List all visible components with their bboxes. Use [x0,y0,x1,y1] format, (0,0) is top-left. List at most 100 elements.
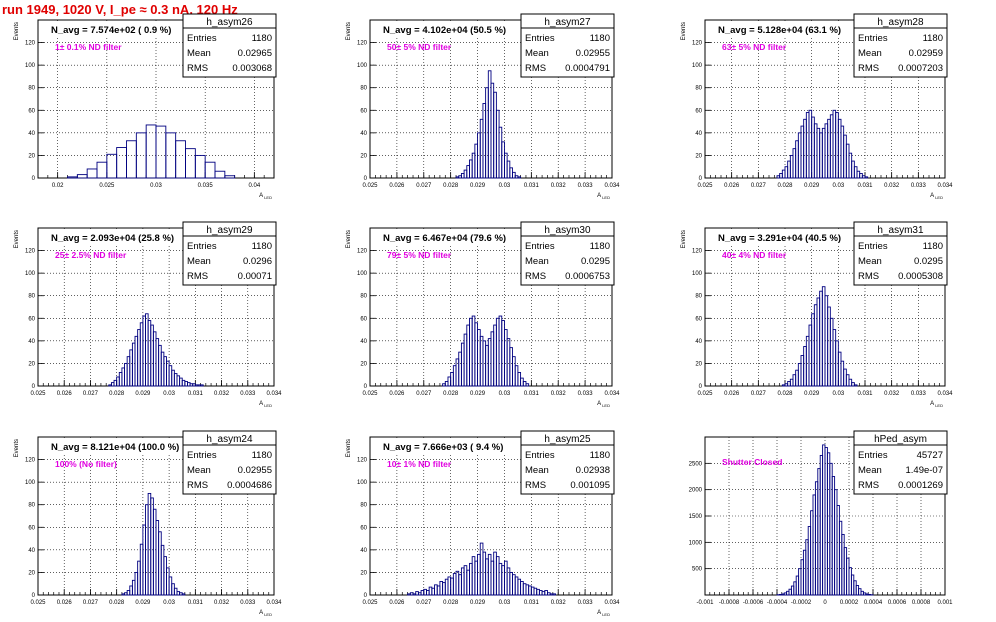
y-tick-label: 120 [357,458,368,464]
header-box [379,231,516,244]
x-tick-label: 0.0004 [864,600,883,606]
histogram-panel-h_asym26: 0.02 0.025 0.03 0.035 0.04 0 20 40 60 80 100 120 Eve… [14,13,277,200]
stats-value: 0.0001269 [898,480,943,491]
x-tick-label: 0.033 [240,391,256,397]
y-axis-label: Events [346,439,352,457]
y-tick-label: 20 [360,570,367,576]
y-tick-label: 120 [25,249,36,255]
y-tick-label: 60 [360,316,367,322]
y-tick-label: 40 [28,548,35,554]
x-tick-label: 0.031 [857,183,873,189]
y-tick-label: 80 [28,86,35,92]
stats-value: 0.02955 [576,48,610,59]
histogram-bin [200,384,204,387]
stats-value: 0.02965 [238,48,272,59]
x-tick-label: 0.03 [499,600,511,606]
y-tick-label: 0 [699,176,703,182]
y-tick-label: 80 [695,294,702,300]
x-axis-label: A LED [259,193,272,200]
stats-label: RMS [187,480,208,491]
y-tick-label: 20 [695,361,702,367]
y-tick-label: 0 [699,384,703,390]
stats-box [520,430,615,495]
y-tick-label: 120 [25,458,36,464]
x-tick-label: 0.03 [499,391,511,397]
stats-value: 0.02959 [909,48,943,59]
x-tick-label: 0.03 [163,391,175,397]
histogram-panel-h_asym24: 0.025 0.026 0.027 0.028 0.029 0.03 0.031 0.032 0… [14,430,282,617]
stats-box [520,221,615,286]
stats-label: Mean [187,465,211,476]
x-tick-label: 0.033 [911,391,927,397]
y-axis-label: Events [14,22,20,40]
y-tick-label: 100 [357,63,368,69]
x-tick-label: 0.031 [524,183,540,189]
x-tick-label: 0.0008 [912,600,931,606]
histogram-bin [224,175,236,179]
x-tick-label: 0.028 [777,183,793,189]
x-tick-label: -0.0002 [791,600,812,606]
stats-label: Mean [187,48,211,59]
histogram-panel-h_asym27: 0.025 0.026 0.027 0.028 0.029 0.03 0.031 0.032 0… [346,13,620,200]
stats-box [182,13,277,78]
histogram-bin [525,383,530,387]
x-tick-label: 0.026 [57,600,73,606]
x-tick-label: 0.027 [416,600,432,606]
y-tick-label: 80 [28,294,35,300]
y-tick-label: 120 [357,41,368,47]
x-tick-label: 0.028 [443,600,459,606]
stats-value: 1180 [923,33,943,44]
header-box [379,440,516,453]
stats-value: 1180 [252,33,272,44]
stats-label: RMS [858,63,879,74]
header-box [714,23,851,36]
x-tick-label: 0.028 [109,600,125,606]
annotation-text: 25± 2.5% ND filter [55,250,127,260]
x-tick-label: 0.031 [524,391,540,397]
x-tick-label: 0.027 [416,391,432,397]
x-tick-label: 0.028 [443,391,459,397]
stats-value: 1180 [923,241,943,252]
x-tick-label: 0.033 [240,600,256,606]
y-tick-label: 120 [25,41,36,47]
stats-label: Mean [525,48,549,59]
x-tick-label: 0.025 [30,600,46,606]
y-axis-label: Events [14,230,20,248]
stats-label: Mean [187,256,211,267]
x-tick-label: 0.034 [604,600,620,606]
x-tick-label: 0.0006 [888,600,907,606]
histogram-bin [512,171,516,179]
x-tick-label: 0.027 [751,391,767,397]
x-tick-label: 0.029 [804,183,820,189]
x-tick-label: 0.033 [578,183,594,189]
y-tick-label: 60 [28,108,35,114]
x-tick-label: 0.035 [198,183,214,189]
stats-value: 1180 [252,450,272,461]
stats-label: RMS [525,271,546,282]
annotation-text: 63± 5% ND filter [722,42,787,52]
stats-value: 0.001095 [570,480,610,491]
histogram-bin [552,593,556,596]
x-tick-label: -0.0006 [743,600,764,606]
x-tick-label: 0.032 [884,391,900,397]
x-axis-label: A LED [597,193,610,200]
x-tick-label: 0.034 [937,183,953,189]
x-tick-label: 0.031 [857,391,873,397]
stats-value: 1180 [590,450,610,461]
stats-box [853,221,948,286]
y-tick-label: 1500 [689,514,703,520]
stats-label: RMS [525,63,546,74]
annotation-text: 1± 0.1% ND filter [55,42,122,52]
x-tick-label: 0.029 [135,600,151,606]
x-tick-label: -0.0008 [719,600,740,606]
x-tick-label: 0.02 [52,183,64,189]
header-box [47,440,184,453]
y-tick-label: 40 [360,131,367,137]
stats-value: 1.49e-07 [905,465,943,476]
x-tick-label: 0.025 [99,183,115,189]
x-tick-label: 0.028 [777,391,793,397]
x-tick-label: 0.03 [499,183,511,189]
y-tick-label: 100 [357,480,368,486]
x-tick-label: 0.029 [804,391,820,397]
y-tick-label: 20 [28,153,35,159]
